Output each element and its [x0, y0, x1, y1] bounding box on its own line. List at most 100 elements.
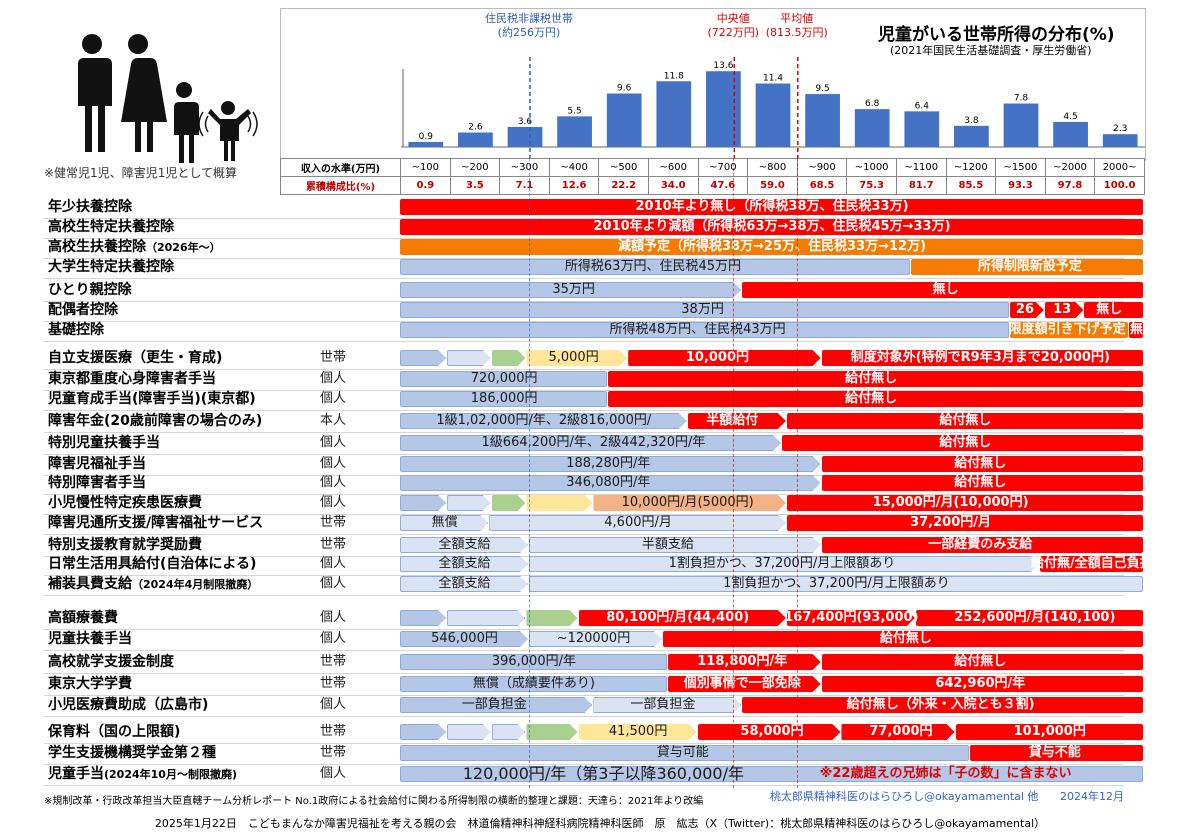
bar — [1053, 121, 1088, 147]
income-range-bar — [400, 371, 608, 387]
bar-value-label: 9.6 — [617, 84, 632, 94]
benefit-row: 東京大学学費 世帯 無償（成績要件あり) 個別事情で一部免除 642,960円/年 — [44, 673, 1143, 696]
income-range-bar — [529, 537, 821, 553]
benefit-label: 特別支援教育就学奨励費 — [48, 537, 202, 553]
bar-text: 給付無/全額自己負担 — [1031, 556, 1153, 571]
bar — [1003, 103, 1039, 147]
benefit-unit: 個人 — [320, 435, 347, 450]
bar-text: 346,080円/年 — [566, 475, 651, 490]
bar-text: 13 — [1053, 302, 1072, 317]
income-range-bar — [1010, 322, 1129, 338]
income-range-bar — [400, 435, 781, 451]
income-range-bar — [400, 282, 741, 298]
bar-value-label: 11.8 — [664, 71, 684, 81]
income-range-bar — [492, 350, 526, 366]
bar-text: 全額支給 — [438, 556, 491, 571]
bar-text: 35万円 — [552, 282, 595, 297]
benefit-unit: 個人 — [320, 495, 347, 510]
income-range-bar — [400, 631, 528, 647]
chart-title: 児童がいる世帯所得の分布(%) — [878, 25, 1115, 45]
benefit-unit: 個人 — [320, 610, 347, 625]
bar-text: 給付無し — [879, 631, 932, 646]
benefit-unit: 世帯 — [320, 515, 347, 530]
benefit-unit: 個人 — [320, 475, 347, 490]
bar-text: 1割負担かつ、37,200円/月上限額あり — [668, 556, 896, 571]
income-range-bar — [821, 475, 1143, 491]
bar-text: 給付無し — [954, 654, 1007, 669]
benefit-row: 学生支援機構奨学金第２種 世帯 貸与可能 貸与不能 — [44, 742, 1143, 765]
benefit-row: 特別支援教育就学奨励費 世帯 全額支給 半額支給 一部経費のみ支給 — [44, 534, 1143, 557]
benefit-label: 配偶者控除 — [48, 302, 118, 318]
income-range-bar — [400, 515, 488, 531]
income-range-bar — [526, 495, 592, 511]
benefit-label: 学生支援機構奨学金第２種 — [48, 745, 216, 761]
benefit-row: 高校生扶養控除（2026年～） 減額予定（所得税38万→25万、住民税33万→12… — [44, 236, 1143, 259]
bar-text: 貸与可能 — [656, 745, 709, 760]
income-range-bar — [955, 724, 1143, 740]
cumulative-value: 7.1 — [499, 176, 550, 195]
income-range-bar — [400, 537, 528, 553]
income-range-bar — [970, 745, 1143, 761]
bar-text: 1級664,200円/年、2級442,320円/年 — [481, 435, 706, 450]
reference-line-extension — [528, 158, 530, 788]
cumulative-value: 47.6 — [697, 176, 749, 195]
cumulative-value: 0.9 — [400, 176, 451, 195]
bar-text: 120,000円/年（第3子以降360,000/年 — [462, 764, 745, 783]
bar-text: 37,200円/月 — [910, 515, 992, 530]
father-icon — [82, 34, 102, 54]
bar-text: 2010年より減額（所得税63万→38万、住民税45万→33万) — [593, 219, 951, 234]
bar — [656, 81, 692, 147]
bar-text: 給付無し（外来・入院とも３割) — [846, 697, 1035, 712]
income-range-bar — [528, 576, 1143, 592]
bar-value-label: 2.3 — [1113, 124, 1127, 134]
benefit-label: 保育料（国の上限額) — [48, 724, 181, 740]
benefit-row: 東京都重度心身障害者手当 個人 720,000円 給付無し — [44, 368, 1143, 391]
cumulative-row-label: 累積構成比(%) — [280, 176, 401, 195]
income-category: ~100 — [400, 158, 451, 177]
income-range-bar — [1084, 302, 1143, 318]
income-range-bar — [400, 322, 1010, 338]
benefit-label: 小児医療費助成（広島市) — [48, 697, 209, 713]
benefit-label: 日常生活用具給付(自治体による) — [48, 556, 257, 572]
benefit-label: 補装具費支給（2024年4月制限撤廃） — [48, 576, 259, 592]
income-range-bar — [400, 676, 667, 692]
income-range-bar — [593, 495, 785, 511]
bar-text: 全額支給 — [438, 537, 491, 552]
bar — [408, 141, 444, 147]
income-row-label: 収入の水準(万円) — [280, 158, 401, 177]
benefit-label: 高校生扶養控除（2026年～） — [48, 239, 221, 255]
income-range-bar — [400, 391, 608, 407]
benefit-label: 高校就学支援金制度 — [48, 654, 174, 670]
bar — [904, 111, 940, 147]
bar — [706, 71, 741, 147]
bar — [606, 93, 642, 147]
income-range-bar — [1039, 556, 1143, 572]
bar — [507, 126, 543, 147]
benefit-row: 小児医療費助成（広島市) 個人 一部負担金 一部負担金 給付無し（外来・入院とも３割) — [44, 694, 1143, 717]
income-range-bar — [447, 610, 525, 626]
income-range-bar — [608, 371, 1143, 387]
bar-text: 1級1,02,000円/年、2級816,000円/ — [436, 413, 652, 428]
mother-icon — [128, 34, 148, 54]
benefit-unit: 個人 — [320, 556, 347, 571]
income-range-bar — [1010, 302, 1044, 318]
income-category: ~300 — [499, 158, 550, 177]
benefit-unit: 世帯 — [320, 654, 347, 669]
bar-text: 給付無し — [845, 391, 898, 406]
bar-value-label: 7.8 — [1014, 94, 1029, 104]
benefit-label: 大学生特定扶養控除 — [48, 259, 174, 275]
bar-value-label: 5.5 — [567, 106, 581, 116]
cumulative-value: 12.6 — [548, 176, 600, 195]
cumulative-value: 97.8 — [1044, 176, 1096, 195]
benefit-label: 東京大学学費 — [48, 676, 132, 692]
bar-text: 188,280円/年 — [566, 456, 651, 471]
bar-text: 限度額引き下げ予定 — [1008, 322, 1126, 337]
family-note: ※健常児1児、障害児1児として概算 — [44, 166, 237, 180]
cumulative-value: 100.0 — [1094, 176, 1145, 195]
benefit-row: 高額療養費 個人 80,100円/月(44,400) 167,400円(93,000)… — [44, 607, 1143, 630]
footer-date: 2024年12月 — [1060, 790, 1124, 803]
benefit-label: ひとり親控除 — [48, 282, 132, 298]
income-range-bar — [786, 495, 1143, 511]
bar — [954, 125, 989, 147]
bar — [854, 109, 890, 147]
